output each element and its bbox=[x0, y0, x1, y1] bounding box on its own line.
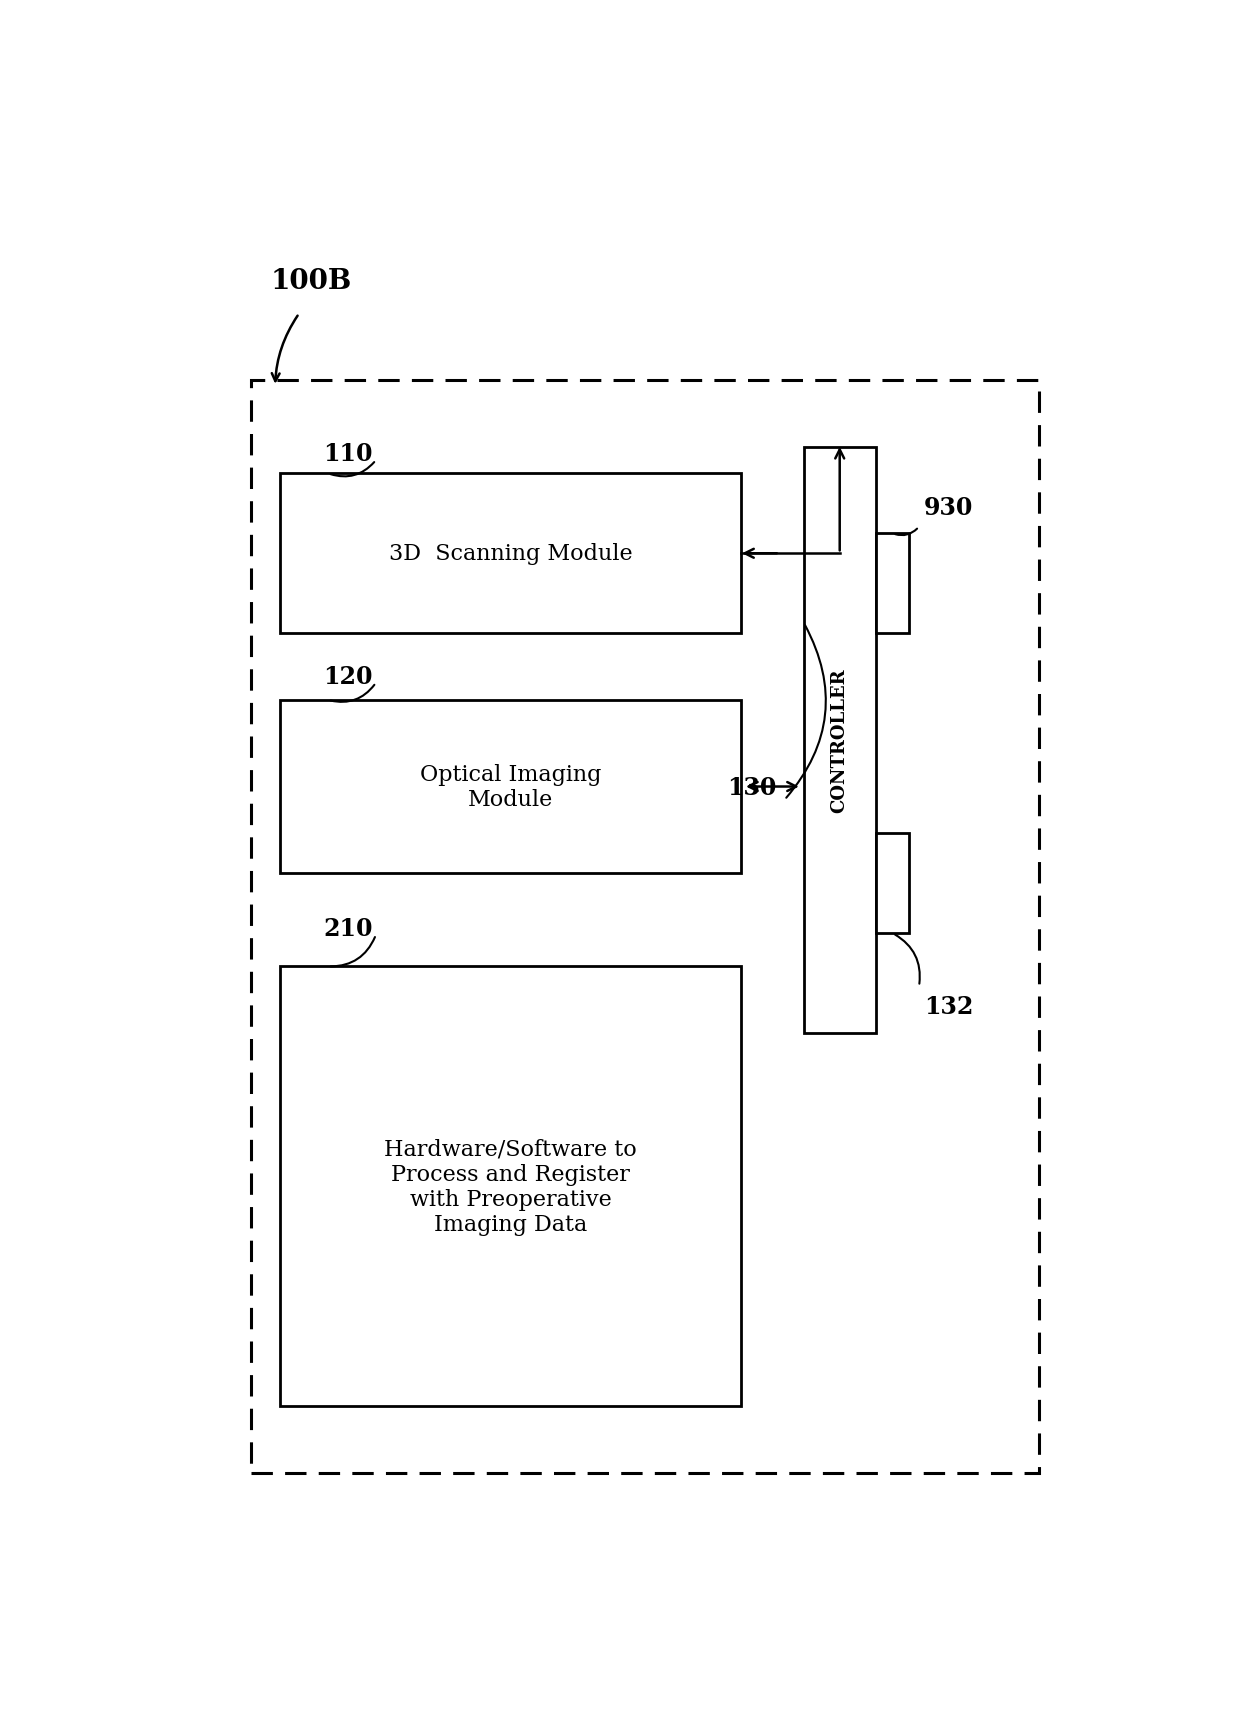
Text: 930: 930 bbox=[924, 495, 973, 519]
Text: 100B: 100B bbox=[270, 268, 352, 294]
Text: Optical Imaging
Module: Optical Imaging Module bbox=[420, 763, 601, 811]
Text: CONTROLLER: CONTROLLER bbox=[831, 668, 848, 813]
Text: 130: 130 bbox=[727, 775, 776, 799]
Bar bbox=[280, 967, 742, 1406]
Bar bbox=[875, 535, 909, 633]
Bar bbox=[280, 474, 742, 633]
Bar bbox=[875, 834, 909, 934]
Text: 120: 120 bbox=[324, 664, 373, 689]
Text: 132: 132 bbox=[924, 995, 973, 1019]
Text: 3D  Scanning Module: 3D Scanning Module bbox=[389, 543, 632, 566]
Bar bbox=[280, 701, 742, 874]
Text: 210: 210 bbox=[324, 917, 373, 941]
Text: Hardware/Software to
Process and Register
with Preoperative
Imaging Data: Hardware/Software to Process and Registe… bbox=[384, 1138, 637, 1235]
Bar bbox=[804, 448, 875, 1033]
Text: 110: 110 bbox=[324, 443, 373, 465]
